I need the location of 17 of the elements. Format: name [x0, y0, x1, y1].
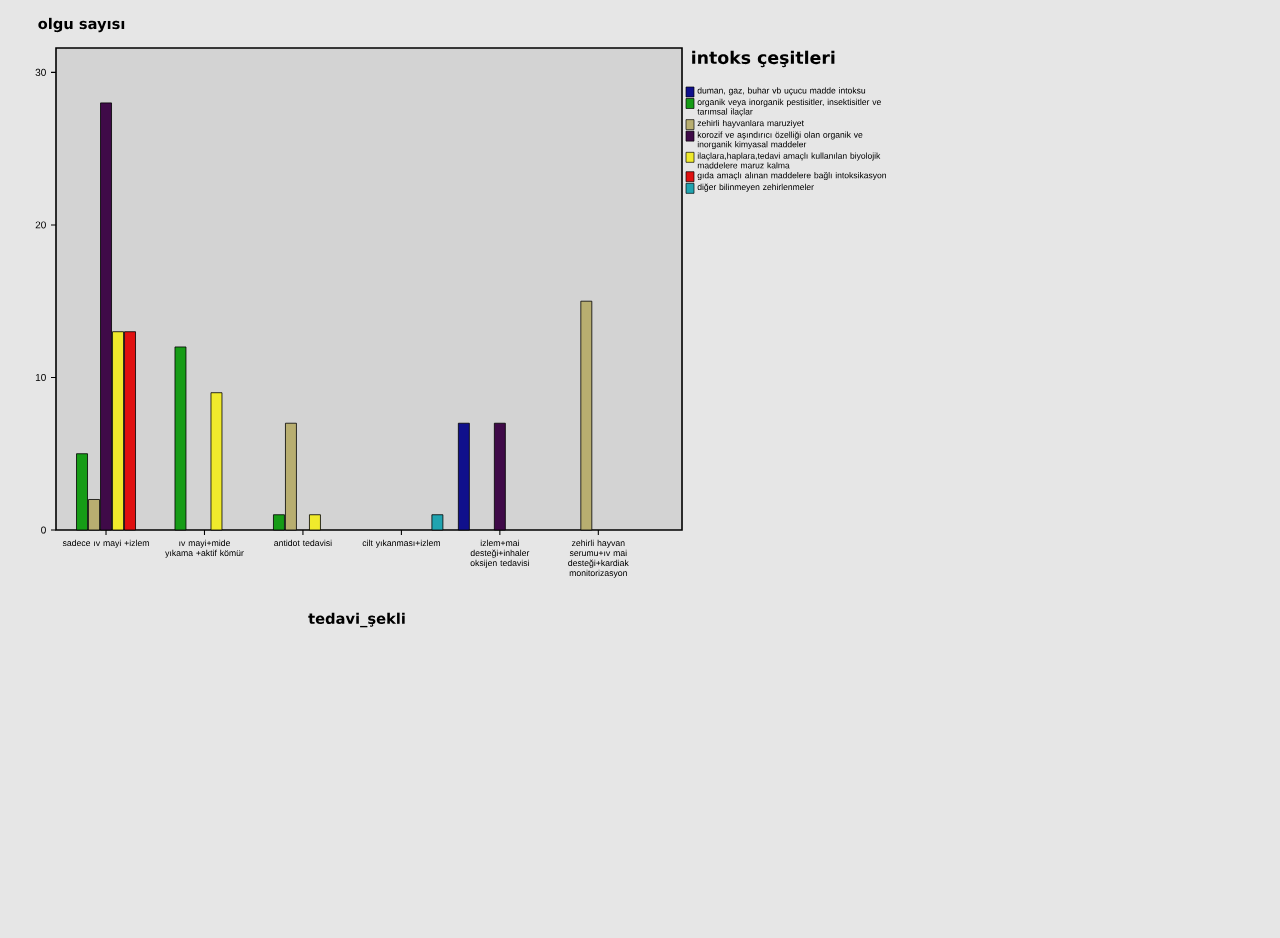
x-tick-label: zehirli hayvan serumu+ıv mai desteği+kardiak monitorizasyon — [568, 539, 629, 578]
legend-label: duman, gaz, buhar vb uçucu madde intoksu — [697, 87, 866, 96]
x-tick-label: sadece ıv mayi +izlem — [62, 539, 149, 548]
y-tick-label: 30 — [35, 68, 46, 76]
x-tick-label: antidot tedavisi — [274, 539, 332, 547]
legend-title: intoks çeşitleri — [692, 50, 835, 68]
x-tick-label: cilt yıkanması+izlem — [362, 539, 440, 548]
y-axis-title: olgu sayısı — [38, 17, 125, 33]
legend-label: zehirli hayvanlara maruziyet — [697, 119, 804, 128]
legend-label: diğer bilinmeyen zehirlenmeler — [697, 183, 814, 192]
y-tick-label: 20 — [35, 221, 46, 229]
x-axis-title: tedavi_şekli — [308, 612, 405, 628]
y-tick-label: 0 — [41, 526, 46, 534]
legend-label: gıda amaçlı alınan maddelere bağlı intoksikasyon — [697, 171, 886, 181]
x-tick-label: izlem+mai desteği+inhaler oksijen tedavisi — [470, 539, 530, 568]
y-tick-label: 10 — [35, 373, 46, 382]
x-tick-label: ıv mayi+mide yıkama +aktif kömür — [165, 539, 244, 558]
